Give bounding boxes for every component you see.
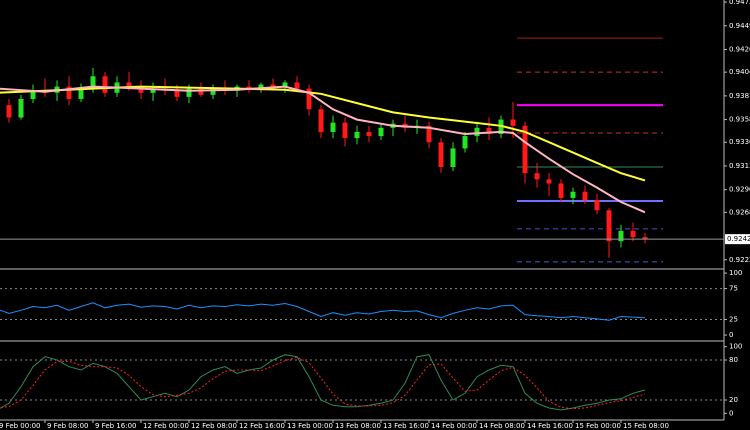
candle-body [558, 183, 564, 198]
candle-body [342, 122, 348, 139]
candle-body [198, 88, 204, 95]
y-tick-label: 0.9449 [729, 22, 750, 30]
candle-body [474, 127, 480, 137]
indicator-line [0, 354, 646, 411]
candle-body [270, 84, 276, 87]
last-price-label: 0.9242 [727, 235, 750, 243]
y-tick-label: 0.9472 [729, 0, 750, 6]
x-tick-label: 12 Feb 08:00 [191, 422, 237, 430]
candle-body [138, 86, 144, 93]
y-tick-label: 0.9404 [729, 68, 750, 76]
indicator-line [0, 302, 646, 321]
x-tick-label: 14 Feb 16:00 [527, 422, 573, 430]
y-tick-label: 0.9381 [729, 92, 750, 100]
candle-body [210, 88, 216, 95]
x-tick-label: 14 Feb 00:00 [431, 422, 477, 430]
x-tick-label: 12 Feb 16:00 [239, 422, 285, 430]
y-tick-label: 20 [729, 396, 738, 404]
candle-body [378, 127, 384, 137]
candle-body [126, 82, 132, 87]
candle-body [570, 191, 576, 198]
candle-body [354, 131, 360, 139]
candle-body [186, 88, 192, 97]
y-tick-label: 0.9358 [729, 116, 750, 124]
x-tick-label: 13 Feb 00:00 [287, 422, 333, 430]
candle-body [6, 105, 12, 118]
candle-body [90, 76, 96, 89]
candle-body [486, 127, 492, 134]
candle-body [102, 76, 108, 93]
candle-body [366, 131, 372, 137]
candle-body [294, 82, 300, 89]
candle-body [630, 230, 636, 238]
candle-body [246, 86, 252, 89]
candle-body [306, 88, 312, 110]
stochastic-panel [0, 354, 724, 411]
x-tick-label: 15 Feb 08:00 [623, 422, 669, 430]
candle-body [18, 98, 24, 118]
y-tick-label: 80 [729, 356, 738, 364]
y-tick-label: 25 [729, 316, 738, 324]
y-tick-label: 75 [729, 285, 738, 293]
y-tick-label: 100 [729, 269, 742, 277]
candle-body [642, 237, 648, 240]
candle-body [438, 142, 444, 167]
candle-body [78, 88, 84, 99]
x-tick-label: 12 Feb 00:00 [143, 422, 189, 430]
candle-body [66, 86, 72, 99]
y-tick-label: 0.9268 [729, 208, 750, 216]
x-tick-label: 15 Feb 00:00 [575, 422, 621, 430]
price-panel [0, 37, 724, 263]
moving-average [0, 85, 646, 182]
y-tick-label: 0.9222 [729, 256, 750, 264]
x-tick-label: 14 Feb 08:00 [479, 422, 525, 430]
x-tick-label: 9 Feb 00:00 [0, 422, 40, 430]
candle-body [426, 125, 432, 143]
x-tick-label: 13 Feb 08:00 [335, 422, 381, 430]
candle-body [282, 82, 288, 87]
candle-body [462, 136, 468, 149]
candle-body [510, 119, 516, 126]
candle-body [330, 122, 336, 132]
y-tick-label: 0.9426 [729, 45, 750, 53]
x-tick-label: 13 Feb 16:00 [383, 422, 429, 430]
y-tick-label: 0 [729, 331, 733, 339]
candle-body [534, 173, 540, 180]
candle-body [546, 179, 552, 184]
candle-body [174, 90, 180, 97]
candle-body [594, 199, 600, 211]
oscillator-panel [0, 288, 724, 321]
y-tick-label: 0.9336 [729, 138, 750, 146]
candle-body [150, 88, 156, 93]
candle-body [258, 84, 264, 89]
moving-average [0, 85, 646, 214]
candle-body [618, 230, 624, 242]
x-tick-label: 9 Feb 16:00 [95, 422, 136, 430]
candle-body [522, 125, 528, 174]
candle-body [318, 109, 324, 132]
candle-body [582, 191, 588, 200]
last-price-box [725, 234, 750, 245]
y-tick-label: 100 [729, 343, 742, 351]
y-tick-label: 0 [729, 409, 733, 417]
candle-body [450, 148, 456, 167]
candle-body [30, 90, 36, 99]
x-tick-label: 9 Feb 08:00 [47, 422, 88, 430]
y-tick-label: 0.9313 [729, 162, 750, 170]
candle-body [606, 210, 612, 242]
